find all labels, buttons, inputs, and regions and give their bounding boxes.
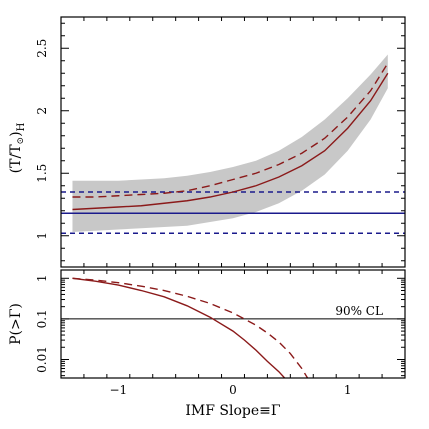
bottom-y-tick-label: 0.1 [35,309,49,328]
top-y-tick-label: 1 [35,232,49,240]
bottom-y-axis-label: P(>Γ) [8,303,24,345]
bottom-series-dashed [72,277,309,378]
x-tick-label: 0 [229,383,237,397]
axis-ticks [60,17,406,378]
panel-frames [60,16,406,379]
confidence-level-annotation: 90% CL [335,304,383,318]
top-series-solid [72,72,389,211]
top-y-tick-label: 2.5 [35,39,49,58]
top-series-dashed [72,62,389,198]
x-tick-label: 1 [344,383,352,397]
bottom-y-tick-label: 1 [35,274,49,282]
top-y-tick-label: 1.5 [35,164,49,183]
top-panel-frame [60,16,406,268]
axis-tick-labels: −1 0 1 1 1.5 2 2.5 1 0.1 0.01 [35,39,351,397]
x-tick-label: −1 [109,383,127,397]
bottom-series-solid [72,277,286,378]
uncertainty-band [72,54,388,232]
top-panel-data [61,54,405,235]
bottom-panel-data [61,277,405,378]
bottom-panel-frame [60,269,406,379]
bottom-y-tick-label: 0.01 [35,346,49,373]
top-y-axis-label: (T/T⊙)H [8,122,27,173]
top-y-tick-label: 2 [35,107,49,115]
x-axis-label: IMF Slope≡Γ [185,403,281,419]
